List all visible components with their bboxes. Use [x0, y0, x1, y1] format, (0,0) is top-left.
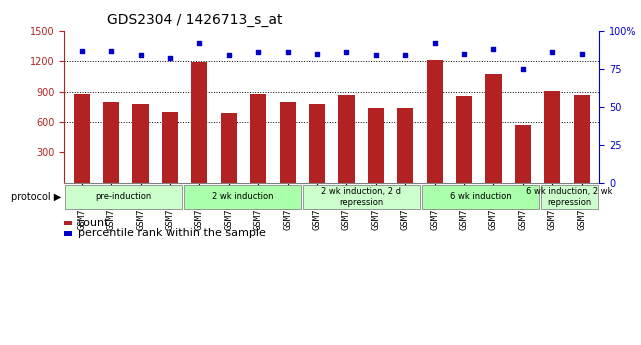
Bar: [422, 185, 538, 209]
Bar: [191, 62, 208, 183]
Bar: [64, 231, 72, 236]
Point: [77, 48, 87, 53]
Text: 6 wk induction, 2 wk
repression: 6 wk induction, 2 wk repression: [526, 187, 613, 207]
Bar: [397, 108, 413, 183]
Point: [253, 50, 263, 55]
Bar: [515, 125, 531, 183]
Point: [283, 50, 293, 55]
Text: 2 wk induction: 2 wk induction: [212, 192, 273, 201]
Bar: [65, 185, 182, 209]
Bar: [544, 91, 560, 183]
Point: [576, 51, 587, 57]
Point: [165, 56, 175, 61]
Text: protocol ▶: protocol ▶: [11, 192, 61, 202]
Bar: [64, 221, 72, 225]
Text: 6 wk induction: 6 wk induction: [449, 192, 512, 201]
Bar: [309, 104, 325, 183]
Bar: [426, 60, 443, 183]
Point: [547, 50, 558, 55]
Text: percentile rank within the sample: percentile rank within the sample: [78, 228, 265, 238]
Point: [370, 52, 381, 58]
Point: [400, 52, 410, 58]
Point: [429, 40, 440, 46]
Point: [459, 51, 469, 57]
Bar: [162, 112, 178, 183]
Bar: [338, 95, 354, 183]
Bar: [368, 108, 384, 183]
Text: count: count: [78, 218, 109, 228]
Bar: [74, 94, 90, 183]
Bar: [250, 94, 266, 183]
Point: [488, 47, 499, 52]
Bar: [456, 96, 472, 183]
Bar: [221, 113, 237, 183]
Bar: [485, 73, 501, 183]
Bar: [279, 102, 296, 183]
Point: [106, 48, 116, 53]
Bar: [103, 102, 119, 183]
Bar: [574, 95, 590, 183]
Point: [518, 66, 528, 72]
Bar: [185, 185, 301, 209]
Text: GDS2304 / 1426713_s_at: GDS2304 / 1426713_s_at: [107, 13, 283, 27]
Bar: [303, 185, 420, 209]
Point: [224, 52, 234, 58]
Point: [312, 51, 322, 57]
Bar: [133, 104, 149, 183]
Text: 2 wk induction, 2 d
repression: 2 wk induction, 2 d repression: [321, 187, 401, 207]
Text: pre-induction: pre-induction: [96, 192, 152, 201]
Bar: [541, 185, 598, 209]
Point: [194, 40, 204, 46]
Point: [341, 50, 351, 55]
Point: [135, 52, 146, 58]
